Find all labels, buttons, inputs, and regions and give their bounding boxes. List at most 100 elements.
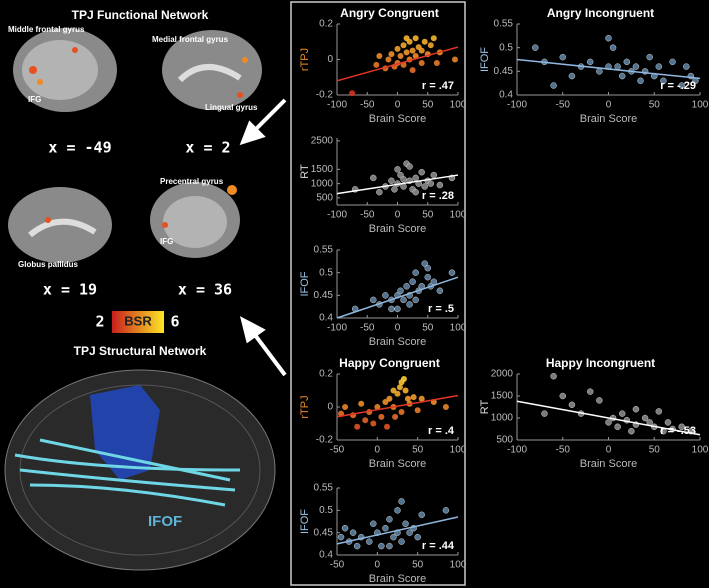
tpj-region [90, 385, 160, 480]
point [409, 278, 416, 285]
point [403, 35, 410, 42]
x-tick-label: -50 [360, 100, 375, 111]
activation [162, 222, 168, 228]
activation [29, 66, 37, 74]
x-axis-label: Brain Score [369, 223, 426, 235]
point [386, 516, 393, 523]
x-axis-label: Brain Score [369, 336, 426, 348]
x-tick-label: 100 [450, 210, 467, 221]
point [632, 63, 640, 70]
point [396, 384, 403, 391]
y-axis-label: RT [299, 164, 311, 179]
point [374, 404, 381, 410]
region-label: Lingual gyrus [205, 103, 258, 112]
arrow-head [239, 316, 266, 344]
point [406, 163, 413, 170]
x-tick-label: -100 [327, 323, 347, 334]
x-axis-label: Brain Score [369, 113, 426, 125]
point [618, 410, 626, 417]
point [403, 283, 410, 290]
x-tick-label: 50 [412, 560, 424, 571]
x-tick-label: 50 [422, 210, 434, 221]
point [390, 533, 397, 541]
point [605, 419, 612, 426]
y-axis-label: rTPJ [299, 48, 311, 71]
point [349, 90, 356, 97]
point [541, 410, 548, 417]
y-axis-label: IFOF [299, 271, 311, 296]
y-tick-label: 500 [316, 193, 333, 204]
point [424, 264, 431, 272]
point [397, 287, 404, 295]
point [678, 423, 685, 431]
x-tick-label: -50 [330, 560, 345, 571]
annotation: r = .5 [428, 303, 454, 315]
point [392, 413, 399, 420]
point [394, 305, 401, 313]
y-axis-label: IFOF [299, 509, 311, 534]
point [628, 427, 635, 435]
point [412, 52, 419, 59]
point [660, 77, 667, 85]
chart-title: Angry Incongruent [547, 6, 654, 20]
point [406, 301, 413, 308]
point [614, 63, 621, 70]
point [341, 524, 349, 532]
region-label: Globus pallidus [18, 260, 79, 269]
point [664, 419, 672, 426]
x-tick-label: -50 [330, 445, 345, 456]
y-axis-label: RT [479, 399, 491, 414]
annotation: r = -.29 [660, 80, 696, 92]
region-label: IFG [28, 95, 41, 104]
point [641, 414, 649, 422]
y-tick-label: 0.5 [499, 42, 513, 53]
brain-slice [163, 196, 227, 248]
x-tick-label: 0 [375, 445, 381, 456]
point [427, 180, 435, 187]
point [386, 542, 393, 550]
point [412, 174, 419, 182]
point [451, 56, 458, 63]
point [414, 407, 421, 414]
point [378, 413, 385, 420]
point [362, 417, 369, 424]
x-tick-label: 50 [649, 100, 661, 111]
colorbar [112, 311, 164, 333]
y-tick-label: 0.45 [314, 290, 334, 301]
y-tick-label: 1500 [311, 164, 334, 175]
activation [237, 92, 243, 98]
point [382, 524, 389, 532]
point [370, 420, 377, 427]
x-tick-label: 0 [606, 100, 612, 111]
y-tick-label: 0 [327, 54, 333, 65]
tract-fiber [19, 468, 236, 492]
point [568, 401, 576, 409]
point [609, 44, 617, 51]
y-tick-label: 0 [327, 402, 333, 413]
x-tick-label: 100 [692, 100, 709, 111]
tract-fiber [14, 453, 241, 472]
point [436, 181, 444, 189]
point [646, 53, 653, 61]
fit-line [516, 58, 701, 80]
slice-label: x = 2 [185, 139, 230, 157]
x-tick-label: -100 [327, 210, 347, 221]
tract-fiber [39, 438, 231, 482]
annotation: r = .4 [428, 425, 455, 437]
point [338, 410, 345, 417]
point [398, 498, 405, 505]
arrow-head [239, 120, 266, 146]
point [596, 397, 603, 404]
point [398, 408, 405, 415]
point [418, 511, 425, 519]
chart-title: Angry Congruent [340, 6, 439, 20]
point [421, 183, 428, 190]
point [349, 529, 357, 536]
region-label: Middle frontal gyrus [8, 25, 85, 34]
fit-line [336, 516, 459, 545]
x-tick-label: 0 [395, 100, 401, 111]
point [373, 61, 380, 68]
point [394, 507, 401, 514]
x-tick-label: -50 [360, 210, 375, 221]
